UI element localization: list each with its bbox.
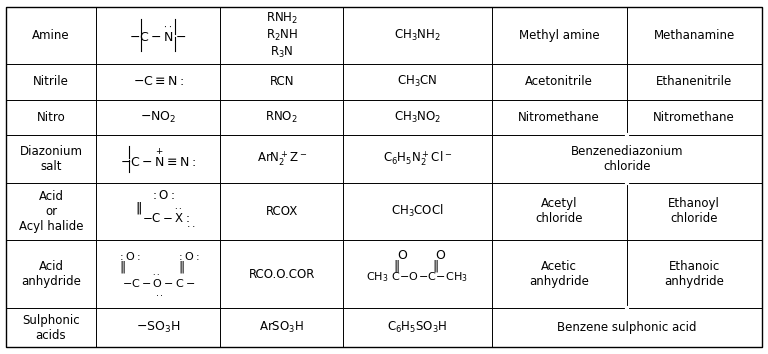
Text: $\mathsf{..}$: $\mathsf{..}$ <box>155 289 164 298</box>
Text: RCOX: RCOX <box>266 205 298 218</box>
Text: $\mathsf{\|}$: $\mathsf{\|}$ <box>178 259 184 275</box>
Text: Methyl amine: Methyl amine <box>519 29 600 42</box>
Text: $\mathsf{\|}$: $\mathsf{\|}$ <box>432 258 439 274</box>
Text: ArN$_2^+$Z$^-$: ArN$_2^+$Z$^-$ <box>257 150 306 169</box>
Text: Diazonium
salt: Diazonium salt <box>19 145 82 173</box>
Text: ArSO$_3$H: ArSO$_3$H <box>260 320 304 335</box>
Text: $\mathsf{-C-\overset{\cdot\cdot}{O}-C-}$: $\mathsf{-C-\overset{\cdot\cdot}{O}-C-}$ <box>121 272 195 290</box>
Text: $\mathsf{\|}$: $\mathsf{\|}$ <box>135 200 142 216</box>
Text: Benzenediazonium
chloride: Benzenediazonium chloride <box>571 145 684 173</box>
Text: Ethanoic
anhydride: Ethanoic anhydride <box>664 260 724 288</box>
Text: $\mathsf{\|}$: $\mathsf{\|}$ <box>120 259 126 275</box>
Text: $\mathsf{-C-\overset{\cdot\cdot}{N}-}$: $\mathsf{-C-\overset{\cdot\cdot}{N}-}$ <box>129 25 187 45</box>
Text: Nitromethane: Nitromethane <box>518 111 600 124</box>
Text: Sulphonic
acids: Sulphonic acids <box>22 314 80 342</box>
Text: $\mathsf{O}$: $\mathsf{O}$ <box>396 249 408 262</box>
Text: $\mathsf{\|}$: $\mathsf{\|}$ <box>393 258 400 274</box>
Text: Ethanenitrile: Ethanenitrile <box>656 75 733 88</box>
Text: Acetic
anhydride: Acetic anhydride <box>529 260 589 288</box>
Text: RCN: RCN <box>270 75 294 88</box>
Text: Nitrile: Nitrile <box>33 75 69 88</box>
Text: $\mathsf{:O:}$: $\mathsf{:O:}$ <box>118 250 141 262</box>
Text: RNO$_2$: RNO$_2$ <box>266 110 298 125</box>
Text: $\mathsf{-SO_3H}$: $\mathsf{-SO_3H}$ <box>136 320 180 335</box>
Text: C$_6$H$_5$N$_2^+$Cl$^-$: C$_6$H$_5$N$_2^+$Cl$^-$ <box>383 150 452 169</box>
Text: Methanamine: Methanamine <box>654 29 735 42</box>
Text: Acid
anhydride: Acid anhydride <box>21 260 81 288</box>
Text: RCO.O.COR: RCO.O.COR <box>249 268 315 281</box>
Text: Nitro: Nitro <box>37 111 65 124</box>
Text: CH$_3$NO$_2$: CH$_3$NO$_2$ <box>394 110 441 125</box>
Text: Ethanoyl
chloride: Ethanoyl chloride <box>668 197 720 225</box>
Text: Benzene sulphonic acid: Benzene sulphonic acid <box>557 321 697 334</box>
Text: Acetonitrile: Acetonitrile <box>525 75 593 88</box>
Text: $\mathsf{-C \equiv N:}$: $\mathsf{-C \equiv N:}$ <box>133 75 184 88</box>
Text: CH$_3$COCl: CH$_3$COCl <box>391 203 444 219</box>
Text: Amine: Amine <box>32 29 70 42</box>
Text: Acetyl
chloride: Acetyl chloride <box>535 197 583 225</box>
Text: RNH$_2$
R$_2$NH
R$_3$N: RNH$_2$ R$_2$NH R$_3$N <box>266 11 298 60</box>
Text: $\mathsf{:O:}$: $\mathsf{:O:}$ <box>150 189 174 202</box>
Text: Acid
or
Acyl halide: Acid or Acyl halide <box>18 190 83 233</box>
Text: CH$_3$NH$_2$: CH$_3$NH$_2$ <box>394 28 441 43</box>
Text: $\mathsf{-C-\overset{\cdot\cdot}{X}:}$: $\mathsf{-C-\overset{\cdot\cdot}{X}:}$ <box>142 207 190 226</box>
Text: $\mathsf{-C-\overset{+}{N}\equiv N:}$: $\mathsf{-C-\overset{+}{N}\equiv N:}$ <box>121 148 196 170</box>
Text: $\mathsf{-NO_2}$: $\mathsf{-NO_2}$ <box>140 110 177 125</box>
Text: Nitromethane: Nitromethane <box>654 111 735 124</box>
Text: $\mathsf{O}$: $\mathsf{O}$ <box>435 249 446 262</box>
Text: $\mathsf{:O:}$: $\mathsf{:O:}$ <box>176 250 199 262</box>
Text: $\mathsf{CH_3\ C\!-\!O\!-\!C\!-\!CH_3}$: $\mathsf{CH_3\ C\!-\!O\!-\!C\!-\!CH_3}$ <box>366 271 468 285</box>
Text: $\mathsf{..}$: $\mathsf{..}$ <box>186 219 195 229</box>
Text: C$_6$H$_5$SO$_3$H: C$_6$H$_5$SO$_3$H <box>387 320 448 335</box>
Text: CH$_3$CN: CH$_3$CN <box>397 74 438 89</box>
